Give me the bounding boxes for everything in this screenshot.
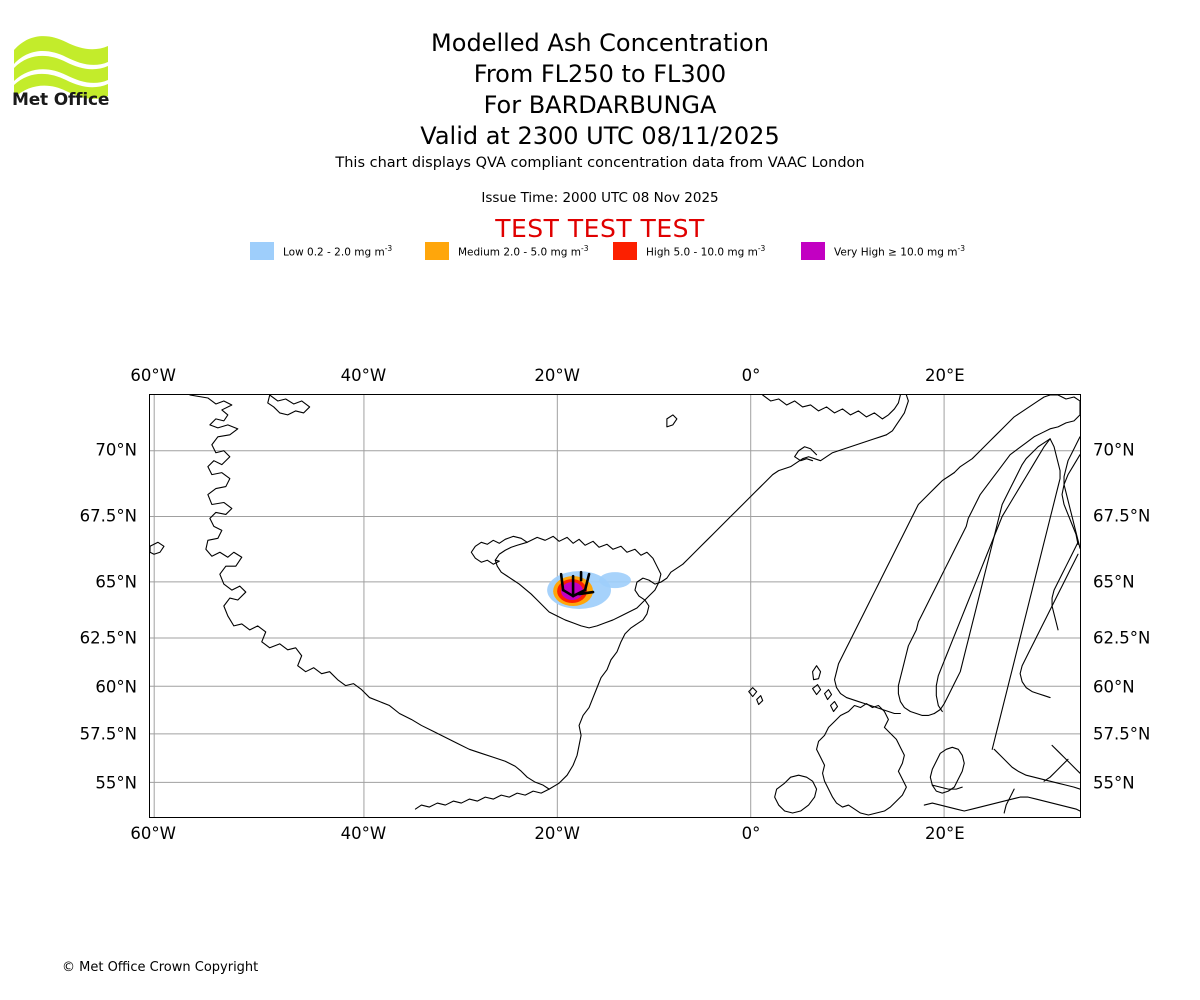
lat-label-left-70n: 70°N xyxy=(95,440,137,460)
legend-item-medium: Medium 2.0 - 5.0 mg m-3 xyxy=(425,241,588,261)
border-germany-denmark xyxy=(931,784,963,790)
lat-label-left-55n: 55°N xyxy=(95,773,137,793)
legend-label-medium: Medium 2.0 - 5.0 mg m-3 xyxy=(458,243,589,259)
border-baltic-inner xyxy=(1051,744,1080,774)
lon-label-top-60w: 60°W xyxy=(130,366,176,385)
coast-north-europe xyxy=(923,796,1080,812)
lat-label-right-675n: 67.5°N xyxy=(1093,506,1151,526)
lon-label-top-0: 0° xyxy=(741,366,761,385)
coast-sweden-east xyxy=(991,438,1061,750)
lon-label-bottom-20w: 20°W xyxy=(534,824,580,843)
title-line-3: For BARDARBUNGA xyxy=(483,91,717,119)
legend-item-very-high: Very High ≥ 10.0 mg m-3 xyxy=(801,241,965,261)
coast-north-greenland xyxy=(762,395,901,420)
page-title: Modelled Ash Concentration From FL250 to… xyxy=(150,28,1050,152)
map-frame xyxy=(149,394,1081,818)
lon-label-top-20w: 20°W xyxy=(534,366,580,385)
volcano-symbol xyxy=(559,570,595,598)
legend-label-high: High 5.0 - 10.0 mg m-3 xyxy=(646,243,766,259)
plume-low-tail xyxy=(599,572,631,589)
map-gridlines xyxy=(150,395,1080,817)
lon-label-bottom-0: 0° xyxy=(741,824,761,843)
coast-shetland xyxy=(812,665,822,681)
copyright-notice: © Met Office Crown Copyright xyxy=(62,960,259,975)
lat-label-left-675n: 67.5°N xyxy=(79,506,137,526)
lon-label-top-20e: 20°E xyxy=(924,366,965,385)
concentration-legend: Low 0.2 - 2.0 mg m-3 Medium 2.0 - 5.0 mg… xyxy=(250,241,990,261)
lat-label-right-65n: 65°N xyxy=(1093,572,1135,592)
lon-label-top-40w: 40°W xyxy=(340,366,387,385)
map-canvas xyxy=(150,395,1080,817)
coast-great-britain xyxy=(816,702,907,816)
coast-orkney xyxy=(812,684,822,696)
lon-label-bottom-60w: 60°W xyxy=(130,824,176,843)
coast-jan-mayen xyxy=(666,414,678,428)
lat-label-right-625n: 62.5°N xyxy=(1093,628,1151,648)
greenland-ne-detail xyxy=(794,446,818,462)
test-banner: TEST TEST TEST xyxy=(495,214,705,243)
border-finland-sweden xyxy=(1051,541,1079,631)
lat-label-right-55n: 55°N xyxy=(1093,773,1135,793)
coast-greenland-east xyxy=(548,434,887,790)
coast-denmark xyxy=(929,746,965,794)
chart-subtitle: This chart displays QVA compliant concen… xyxy=(335,155,865,171)
met-office-logo xyxy=(12,28,112,110)
coast-iceland-nw-peninsula xyxy=(470,535,528,565)
border-poland-germany xyxy=(1003,788,1015,814)
legend-item-low: Low 0.2 - 2.0 mg m-3 xyxy=(250,241,392,261)
ash-concentration-map: 60°W 40°W 20°W 0° 20°E 60°W 40°W 20°W 0°… xyxy=(80,366,1151,843)
coast-ellesmere xyxy=(267,395,311,416)
coast-finland-gulf xyxy=(1063,436,1080,549)
coast-norway-fjords xyxy=(833,472,955,715)
title-line-2: From FL250 to FL300 xyxy=(473,60,727,88)
coast-faroe-2 xyxy=(756,695,764,706)
legend-item-high: High 5.0 - 10.0 mg m-3 xyxy=(613,241,765,261)
coast-norway xyxy=(897,395,1080,717)
border-baltic-states xyxy=(1043,758,1069,782)
coast-hebrides xyxy=(824,689,833,701)
coast-bothnia xyxy=(1019,553,1079,699)
title-line-4: Valid at 2300 UTC 08/11/2025 xyxy=(420,122,780,150)
coast-faroe xyxy=(748,687,758,698)
issue-time: Issue Time: 2000 UTC 08 Nov 2025 xyxy=(481,190,719,206)
lat-label-left-65n: 65°N xyxy=(95,572,137,592)
coast-iceland xyxy=(494,535,662,629)
lat-label-left-60n: 60°N xyxy=(95,677,137,697)
legend-swatch-low xyxy=(250,242,274,260)
title-line-1: Modelled Ash Concentration xyxy=(431,29,769,57)
lon-label-bottom-40w: 40°W xyxy=(340,824,387,843)
coast-greenland xyxy=(189,395,550,810)
coast-hebrides-2 xyxy=(829,700,839,713)
lon-label-bottom-20e: 20°E xyxy=(924,824,965,843)
coast-norway-south xyxy=(933,438,1051,715)
legend-label-low: Low 0.2 - 2.0 mg m-3 xyxy=(283,243,393,259)
lat-label-left-575n: 57.5°N xyxy=(79,724,137,744)
met-office-wordmark: Met Office xyxy=(12,90,110,110)
coast-baltic-south xyxy=(993,748,1080,790)
coast-ireland xyxy=(774,774,818,814)
coastlines xyxy=(150,395,1080,816)
coast-baffin-fragment xyxy=(150,541,165,555)
legend-label-very-high: Very High ≥ 10.0 mg m-3 xyxy=(834,243,965,259)
coast-greenland-ne xyxy=(885,395,909,436)
legend-swatch-high xyxy=(613,242,637,260)
lat-label-right-575n: 57.5°N xyxy=(1093,724,1151,744)
border-sweden-norway xyxy=(935,438,1051,713)
lat-label-right-60n: 60°N xyxy=(1093,677,1135,697)
legend-swatch-very-high xyxy=(801,242,825,260)
lat-label-left-625n: 62.5°N xyxy=(79,628,137,648)
border-finland-russia xyxy=(1061,454,1080,545)
legend-swatch-medium xyxy=(425,242,449,260)
lat-label-right-70n: 70°N xyxy=(1093,440,1135,460)
